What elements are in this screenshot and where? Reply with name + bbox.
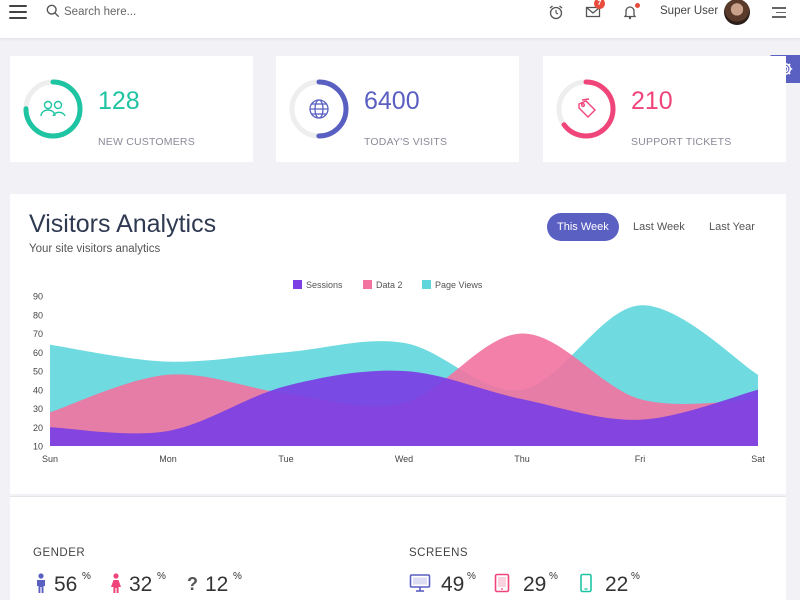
question-icon: ?: [187, 574, 198, 593]
screens-title: SCREENS: [409, 547, 469, 559]
progress-ring: [23, 79, 83, 139]
x-tick-label: Mon: [159, 454, 177, 464]
legend-label: Page Views: [435, 280, 483, 290]
gender-unknown-value: 12: [205, 573, 229, 596]
stat-card-visits: 6400 TODAY'S VISITS: [276, 56, 519, 162]
y-tick-label: 70: [33, 329, 43, 339]
progress-ring: [289, 79, 349, 139]
y-tick-label: 80: [33, 310, 43, 320]
search-input[interactable]: [64, 3, 214, 21]
sidebar-menu-icon[interactable]: [772, 7, 786, 18]
legend-swatch: [293, 280, 302, 289]
avatar[interactable]: [724, 0, 750, 25]
stat-value: 210: [631, 87, 673, 115]
y-tick-label: 90: [33, 292, 43, 302]
screen-desktop-value: 49: [441, 573, 465, 596]
stat-label: SUPPORT TICKETS: [631, 136, 732, 148]
series-area-sessions: [50, 370, 758, 446]
tag-icon: [578, 98, 596, 118]
y-tick-label: 60: [33, 348, 43, 358]
tab-last-year[interactable]: Last Year: [709, 221, 755, 233]
x-tick-label: Fri: [635, 454, 646, 464]
stat-value: 6400: [364, 87, 420, 115]
visitors-analytics-card: Visitors Analytics Your site visitors an…: [10, 194, 786, 494]
stat-card-customers: 128 NEW CUSTOMERS: [10, 56, 253, 162]
svg-text:?: ?: [187, 574, 198, 593]
tab-last-week[interactable]: Last Week: [633, 221, 685, 233]
mail-icon[interactable]: [585, 4, 601, 20]
gender-female-value: 32: [129, 573, 153, 596]
menu-icon[interactable]: [9, 5, 27, 19]
percent-sign: %: [549, 571, 558, 582]
stat-label: NEW CUSTOMERS: [98, 136, 195, 148]
top-bar: 7 Super User: [0, 0, 800, 38]
x-tick-label: Sun: [42, 454, 58, 464]
mail-badge: 7: [594, 0, 605, 9]
legend-label: Data 2: [376, 280, 403, 290]
percent-sign: %: [157, 571, 166, 582]
tablet-icon: [494, 573, 510, 593]
screen-tablet-value: 29: [523, 573, 547, 596]
users-icon: [40, 100, 66, 117]
search-icon[interactable]: [46, 4, 60, 18]
percent-sign: %: [233, 571, 242, 582]
legend-swatch: [363, 280, 372, 289]
y-tick-label: 40: [33, 385, 43, 395]
visitors-area-chart: 10 20 30 40 50 60 70 80 90 Sun Mon Tue Wed Thu Fri Sat S…: [33, 280, 765, 464]
y-tick-label: 10: [33, 442, 43, 452]
percent-sign: %: [467, 571, 476, 582]
tab-this-week[interactable]: This Week: [547, 213, 619, 241]
notification-dot: [635, 3, 640, 8]
analytics-title: Visitors Analytics: [29, 210, 217, 238]
screen-mobile-value: 22: [605, 573, 629, 596]
username[interactable]: Super User: [660, 5, 719, 17]
x-tick-label: Sat: [751, 454, 765, 464]
y-tick-label: 20: [33, 423, 43, 433]
gender-male-value: 56: [54, 573, 78, 596]
gender-title: GENDER: [33, 547, 86, 559]
stat-value: 128: [98, 87, 140, 115]
x-tick-label: Tue: [278, 454, 293, 464]
x-tick-label: Wed: [395, 454, 413, 464]
percent-sign: %: [82, 571, 91, 582]
y-tick-label: 30: [33, 404, 43, 414]
female-icon: [111, 573, 121, 593]
legend-swatch: [422, 280, 431, 289]
male-icon: [37, 573, 45, 593]
percent-sign: %: [631, 571, 640, 582]
y-tick-label: 50: [33, 367, 43, 377]
alarm-clock-icon[interactable]: [548, 4, 564, 20]
globe-icon: [309, 99, 329, 119]
stat-label: TODAY'S VISITS: [364, 136, 448, 148]
mobile-icon: [580, 573, 592, 593]
analytics-subtitle: Your site visitors analytics: [29, 243, 161, 255]
desktop-icon: [409, 574, 431, 592]
stat-card-tickets: 210 SUPPORT TICKETS: [543, 56, 786, 162]
progress-ring: [556, 79, 616, 139]
demographics-panel: GENDER SCREENS 56 % 32 % ? 12 % 49 %: [10, 497, 786, 600]
legend-label: Sessions: [306, 280, 343, 290]
bell-icon[interactable]: [622, 4, 638, 20]
x-tick-label: Thu: [514, 454, 530, 464]
divider: [10, 496, 786, 497]
